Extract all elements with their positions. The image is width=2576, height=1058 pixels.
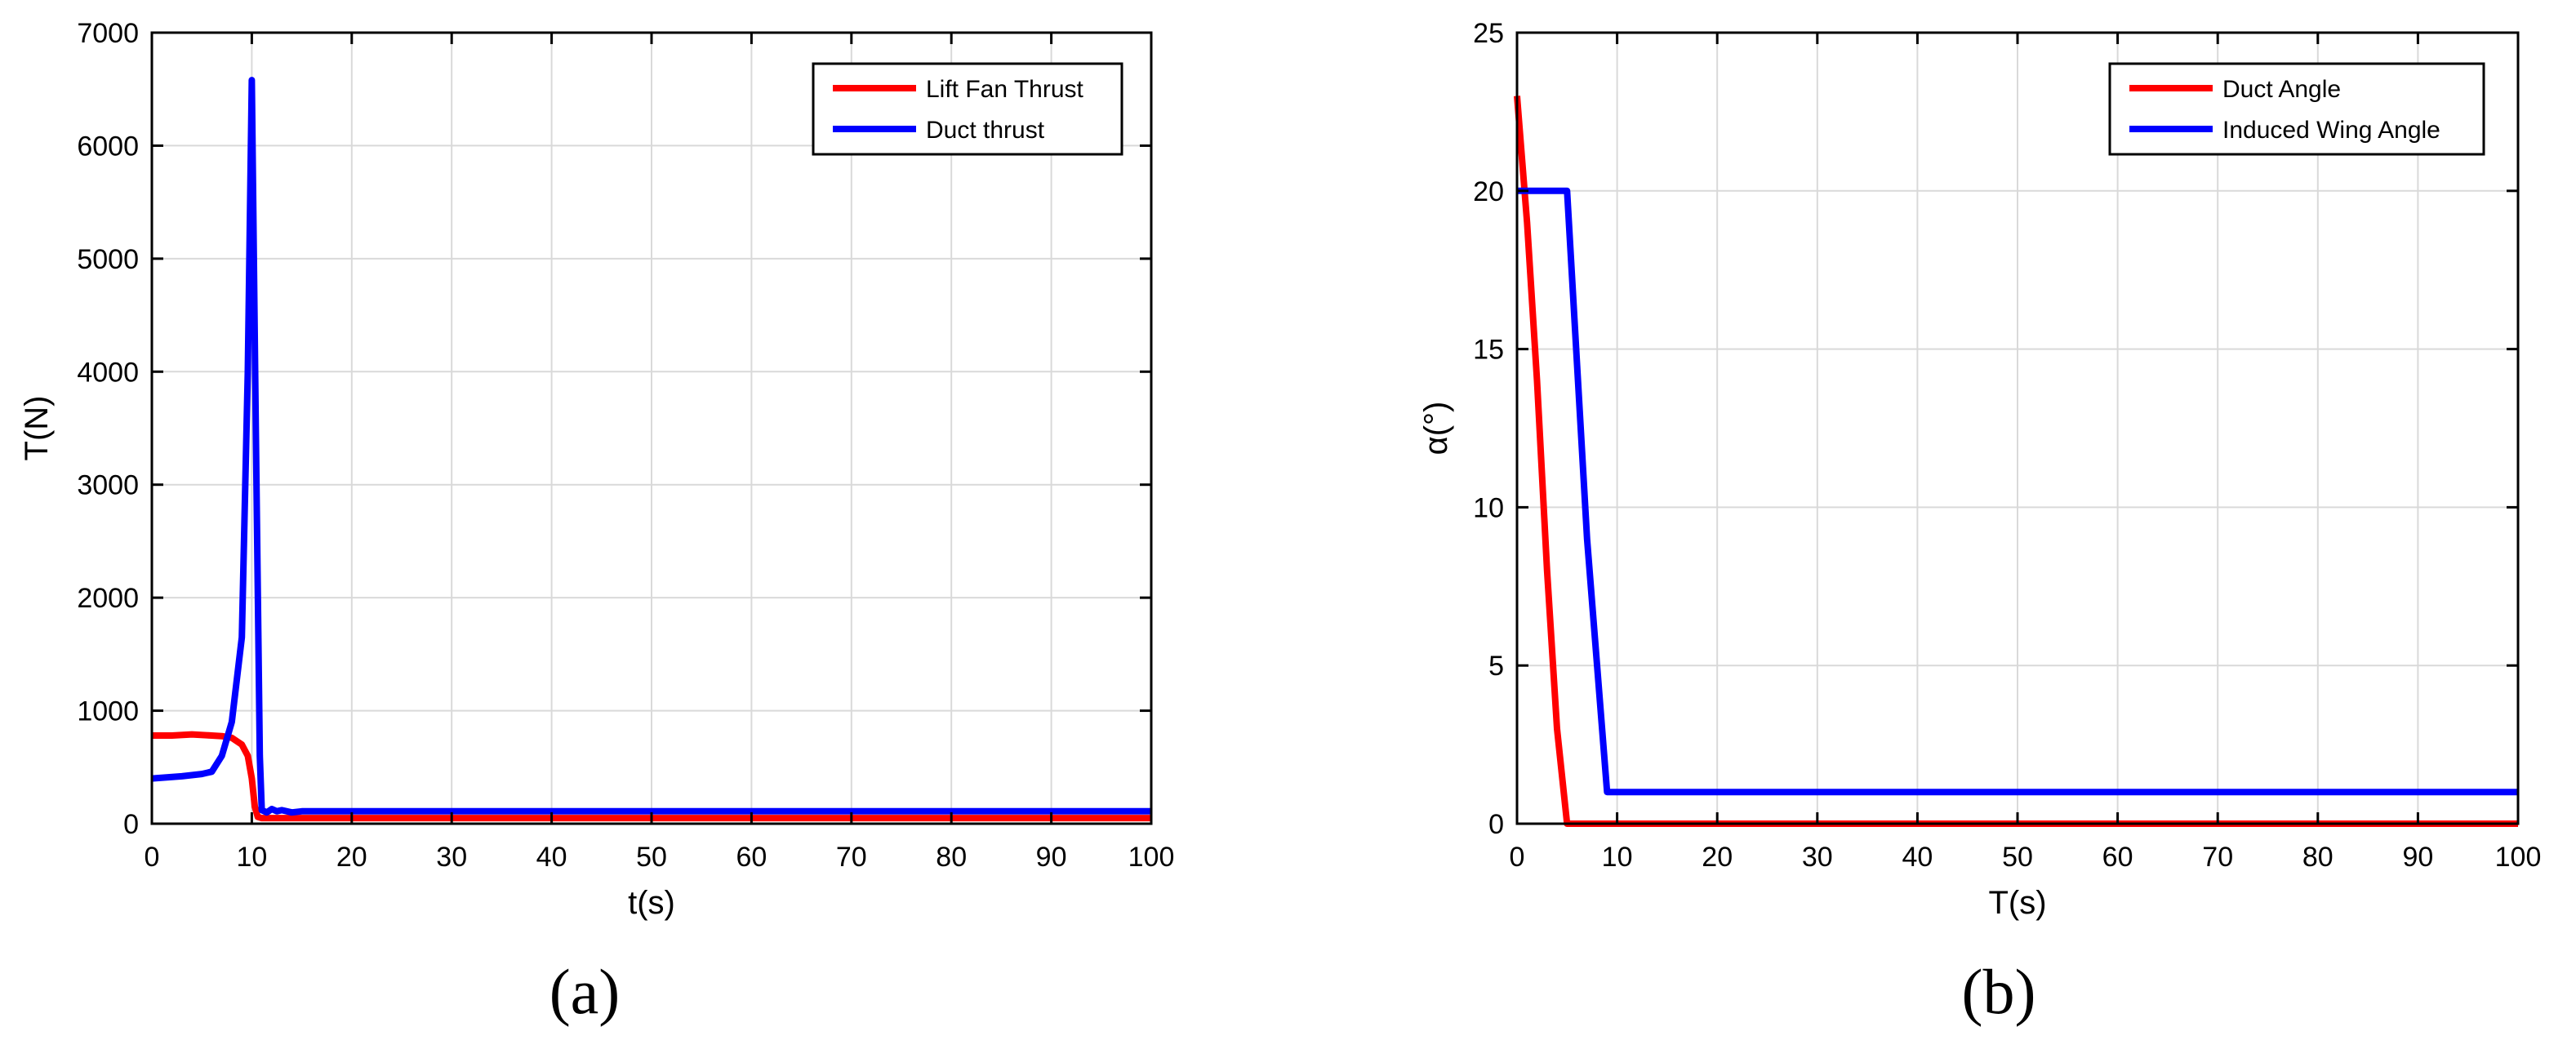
legend-box bbox=[2108, 62, 2485, 156]
x-tick-label: 80 bbox=[936, 842, 967, 873]
x-tick-label: 40 bbox=[536, 842, 567, 873]
x-tick-label: 70 bbox=[836, 842, 867, 873]
x-tick-label: 100 bbox=[1128, 842, 1175, 873]
legend-label: Induced Wing Angle bbox=[2222, 117, 2440, 144]
y-tick-label: 6000 bbox=[77, 131, 139, 162]
x-tick-label: 60 bbox=[2102, 842, 2133, 873]
y-tick-label: 0 bbox=[1488, 809, 1504, 840]
legend-label: Lift Fan Thrust bbox=[926, 76, 1084, 103]
x-tick-label: 80 bbox=[2302, 842, 2334, 873]
x-tick-label: 40 bbox=[1902, 842, 1933, 873]
x-axis-label: T(s) bbox=[1988, 885, 2046, 921]
x-tick-label: 70 bbox=[2202, 842, 2233, 873]
x-tick-label: 90 bbox=[1036, 842, 1067, 873]
x-tick-label: 20 bbox=[336, 842, 367, 873]
chart-a: 0 10 20 30 40 50 60 70 80 90 100010002000300040005… bbox=[19, 18, 1174, 921]
x-tick-label: 50 bbox=[2002, 842, 2033, 873]
y-tick-label: 25 bbox=[1473, 18, 1504, 49]
x-tick-label: 30 bbox=[436, 842, 467, 873]
y-tick-label: 0 bbox=[123, 809, 139, 840]
x-axis-label: t(s) bbox=[628, 885, 675, 921]
chart-b: 0 10 20 30 40 50 60 70 80 90 100 0 5 10 15 20 25 T(s) α(°)… bbox=[1418, 18, 2541, 921]
y-tick-label: 10 bbox=[1473, 492, 1504, 523]
x-tick-label: 10 bbox=[236, 842, 267, 873]
series-line-induced-wing-angle bbox=[1517, 187, 2518, 796]
y-tick-label: 7000 bbox=[77, 18, 139, 49]
y-tick-label: 20 bbox=[1473, 176, 1504, 207]
panel-label-a: (a) bbox=[549, 956, 621, 1027]
y-tick-label: 2000 bbox=[77, 583, 139, 614]
x-tick-label: 0 bbox=[145, 842, 160, 873]
y-tick-label: 4000 bbox=[77, 357, 139, 388]
y-tick-label: 3000 bbox=[77, 470, 139, 501]
legend-label: Duct thrust bbox=[926, 117, 1045, 144]
x-tick-label: 50 bbox=[636, 842, 667, 873]
x-tick-label: 60 bbox=[736, 842, 767, 873]
y-axis-label: T(N) bbox=[19, 396, 55, 461]
panel-label-b: (b) bbox=[1961, 956, 2036, 1027]
x-tick-label: 20 bbox=[1702, 842, 1733, 873]
series-line-lift-fan-thrust bbox=[152, 731, 1151, 822]
y-axis-label: α(°) bbox=[1418, 402, 1454, 456]
y-tick-label: 1000 bbox=[77, 696, 139, 727]
y-tick-label: 15 bbox=[1473, 335, 1504, 366]
legend-box bbox=[812, 62, 1123, 156]
x-tick-label: 0 bbox=[1510, 842, 1525, 873]
x-tick-label: 90 bbox=[2402, 842, 2433, 873]
x-tick-label: 30 bbox=[1802, 842, 1833, 873]
legend-label: Duct Angle bbox=[2222, 76, 2341, 103]
x-tick-label: 10 bbox=[1602, 842, 1633, 873]
x-tick-label: 100 bbox=[2495, 842, 2542, 873]
y-tick-label: 5 bbox=[1488, 651, 1504, 682]
y-tick-label: 5000 bbox=[77, 244, 139, 275]
series-line-duct-thrust bbox=[151, 77, 1151, 816]
